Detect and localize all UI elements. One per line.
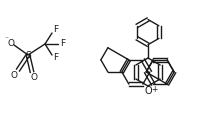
Text: ⁻: ⁻: [4, 34, 8, 44]
Text: S: S: [25, 51, 31, 60]
Text: F: F: [53, 25, 59, 34]
Text: F: F: [53, 53, 59, 62]
Text: +: +: [151, 84, 157, 93]
Text: O: O: [30, 74, 38, 82]
Text: O: O: [8, 39, 14, 48]
Text: O: O: [10, 70, 17, 79]
Text: O: O: [144, 86, 152, 96]
Text: F: F: [60, 39, 66, 48]
